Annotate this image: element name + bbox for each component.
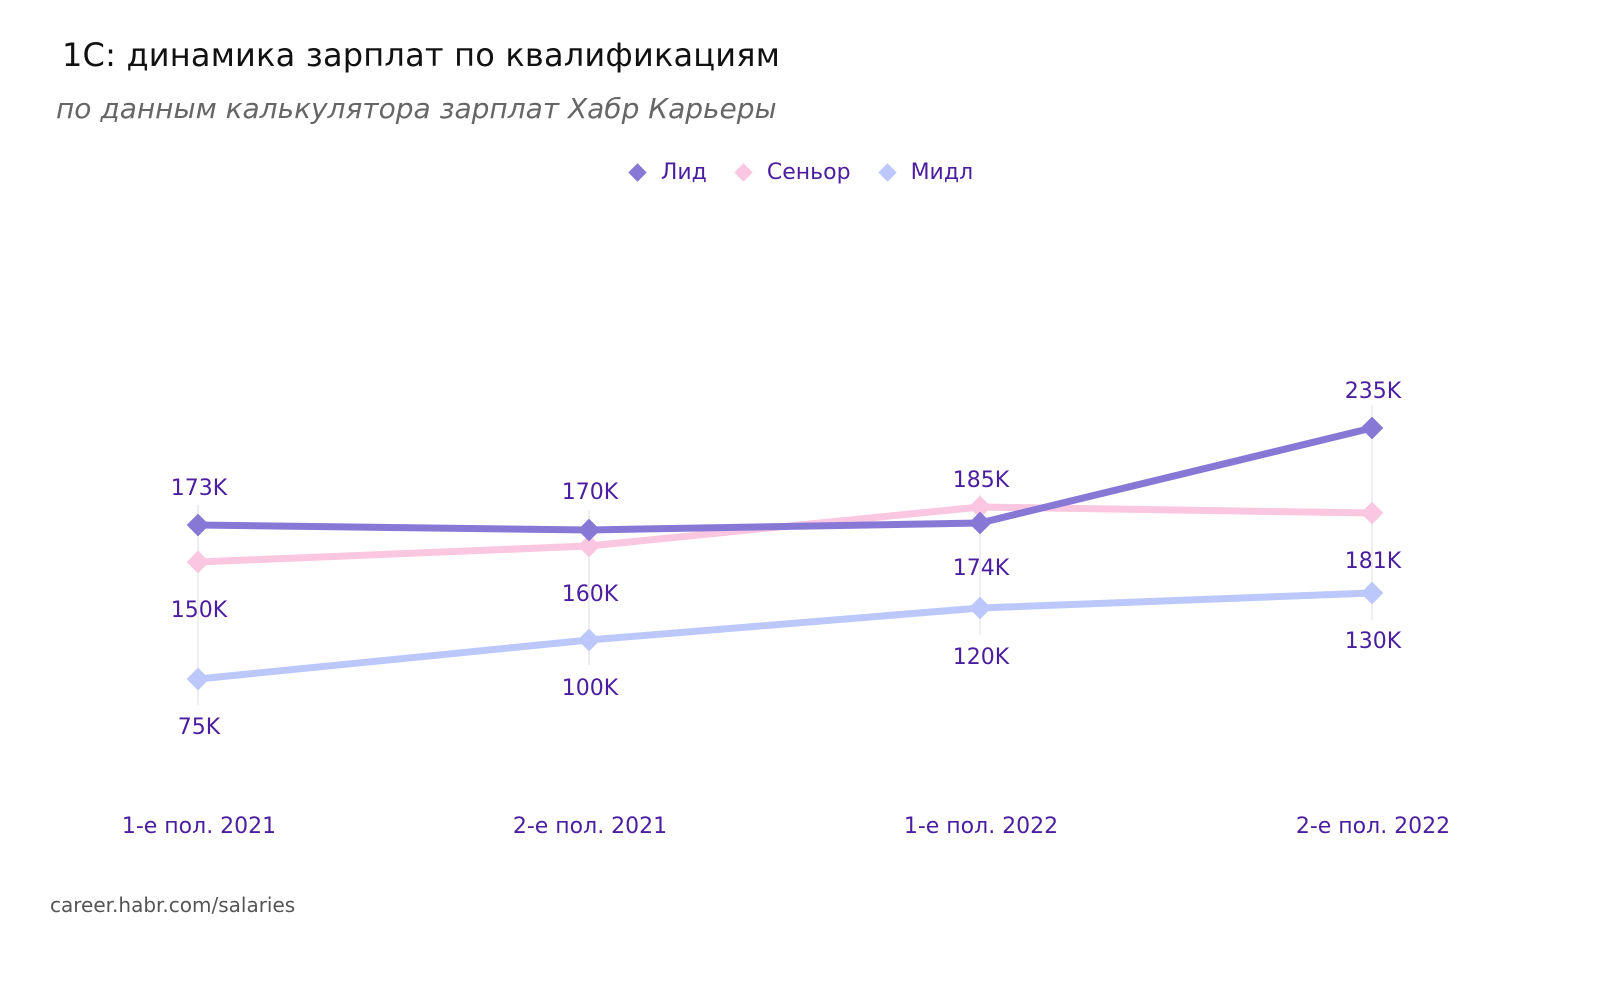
data-point[interactable] (186, 550, 210, 574)
source-link[interactable]: career.habr.com/salaries (50, 893, 296, 917)
data-point[interactable] (1360, 581, 1384, 605)
data-point[interactable] (186, 667, 210, 691)
data-label-middle: 120K (953, 645, 1010, 670)
x-tick-label: 2-е пол. 2021 (513, 814, 667, 839)
series-lead (197, 424, 1373, 534)
x-tick-label: 2-е пол. 2022 (1296, 814, 1450, 839)
data-label-middle: 100K (562, 676, 619, 701)
data-point[interactable] (968, 495, 992, 519)
chart-subtitle: по данным калькулятора зарплат Хабр Карь… (56, 92, 777, 125)
data-labels: 173K 170K 174K 235K 150K 160K 185K 181K … (171, 379, 1402, 740)
series-senior (197, 503, 1373, 566)
x-tick-label: 1-е пол. 2021 (122, 814, 276, 839)
data-label-senior: 160K (562, 582, 619, 607)
data-point[interactable] (968, 596, 992, 620)
data-label-senior: 185K (953, 468, 1010, 493)
data-point[interactable] (577, 534, 601, 558)
data-label-middle: 75K (178, 715, 221, 740)
legend-label: Сеньор (766, 160, 851, 185)
data-point[interactable] (186, 513, 210, 537)
data-label-lead: 174K (953, 556, 1010, 581)
legend-item-senior[interactable]: Сеньор (733, 160, 851, 185)
legend: Лид Сеньор Мидл (0, 160, 1600, 185)
data-point[interactable] (577, 518, 601, 542)
chart-title: 1С: динамика зарплат по квалификациям (62, 36, 781, 74)
data-label-senior: 150K (171, 598, 228, 623)
data-label-lead: 235K (1345, 379, 1402, 404)
data-point[interactable] (577, 628, 601, 652)
series-middle (197, 589, 1373, 683)
data-point[interactable] (968, 511, 992, 535)
legend-item-lead[interactable]: Лид (627, 160, 707, 185)
legend-item-middle[interactable]: Мидл (877, 160, 974, 185)
data-point[interactable] (1360, 416, 1384, 440)
data-point[interactable] (1360, 501, 1384, 525)
data-label-senior: 181K (1345, 549, 1402, 574)
legend-label: Мидл (910, 160, 974, 185)
data-label-lead: 173K (171, 476, 228, 501)
data-label-middle: 130K (1345, 629, 1402, 654)
x-axis-ticks: 1-е пол. 2021 2-е пол. 2021 1-е пол. 202… (122, 814, 1450, 839)
x-tick-label: 1-е пол. 2022 (904, 814, 1058, 839)
legend-label: Лид (660, 160, 707, 185)
data-label-lead: 170K (562, 480, 619, 505)
